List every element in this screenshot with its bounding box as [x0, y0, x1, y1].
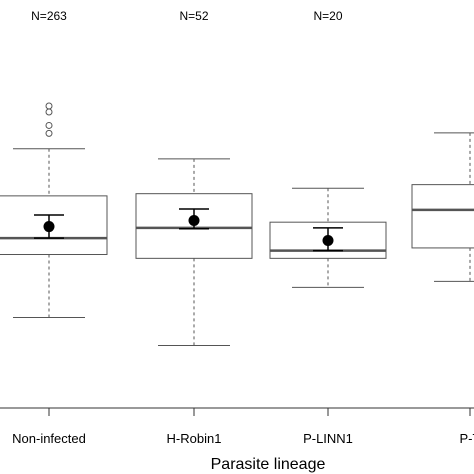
x-tick-label: P-LINN1	[303, 431, 353, 446]
x-tick-label: Non-infected	[12, 431, 86, 446]
mean-point	[322, 235, 334, 247]
mean-point	[43, 221, 55, 233]
sample-size-labels: N=263 N=52 N=20	[31, 9, 343, 23]
outlier-point	[45, 102, 53, 110]
outlier-point	[45, 129, 53, 137]
outlier-point	[45, 108, 53, 116]
x-axis-title: Parasite lineage	[211, 456, 326, 473]
mean-point	[188, 215, 200, 227]
plot-area	[0, 102, 474, 346]
sample-size-label: N=263	[31, 9, 67, 23]
outlier-point	[45, 121, 53, 129]
sample-size-label: N=20	[313, 9, 342, 23]
iqr-box	[411, 184, 474, 249]
x-axis-ticks: Non-infected H-Robin1 P-LINN1 P-T	[12, 408, 474, 446]
x-tick-label: H-Robin1	[167, 431, 222, 446]
x-tick-label: P-T	[460, 431, 474, 446]
sample-size-label: N=52	[179, 9, 208, 23]
